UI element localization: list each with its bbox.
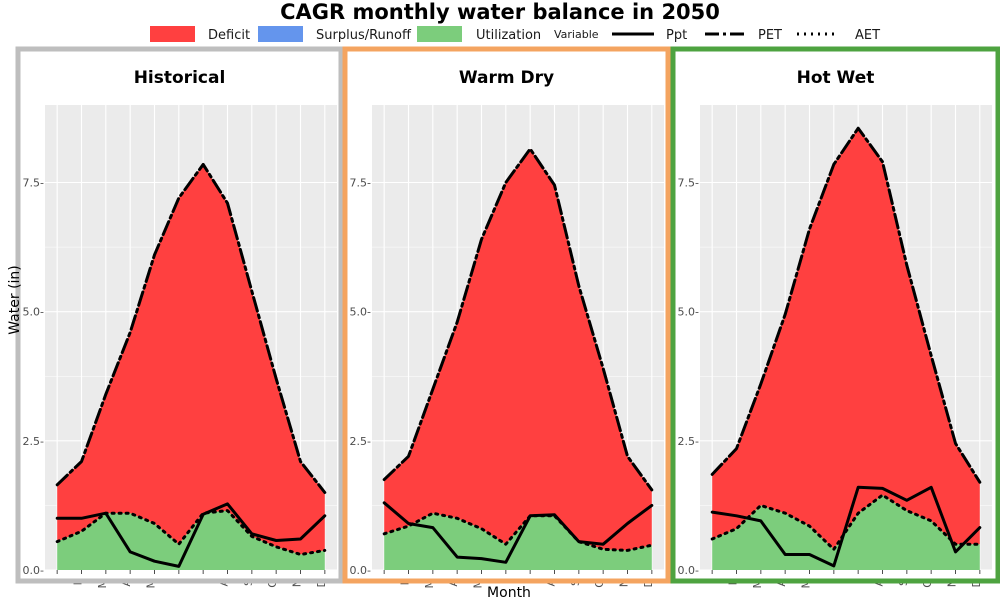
pet-line bbox=[710, 126, 982, 484]
aet-line bbox=[55, 509, 327, 556]
y-tick-label: 7.5- bbox=[350, 177, 371, 190]
y-tick-label: 7.5- bbox=[678, 177, 699, 190]
panel-title: Warm Dry bbox=[459, 68, 554, 88]
ppt-line bbox=[382, 501, 654, 564]
panel-title: Hot Wet bbox=[797, 68, 875, 88]
y-tick-label: 0.0- bbox=[350, 564, 371, 577]
legend-label: Utilization bbox=[476, 28, 541, 43]
legend-swatch bbox=[258, 26, 303, 42]
aet-line bbox=[382, 511, 654, 552]
x-tick-label: M bbox=[423, 579, 436, 589]
y-tick-label: 5.0- bbox=[678, 306, 699, 319]
legend-label: Surplus/Runoff bbox=[316, 28, 412, 43]
y-tick-label: 2.5- bbox=[350, 435, 371, 448]
y-tick-label: 2.5- bbox=[678, 435, 699, 448]
legend-label: AET bbox=[855, 28, 880, 43]
panel-frame bbox=[15, 46, 344, 584]
ppt-line bbox=[55, 502, 327, 568]
y-tick-label: 5.0- bbox=[350, 306, 371, 319]
legend-swatch bbox=[417, 26, 462, 42]
facet-panels: 0.0-2.5-5.0-7.5-J F M A M J J A S O N DHistorical0.… bbox=[15, 46, 1000, 589]
legend-title: Variable bbox=[554, 28, 599, 41]
legend-swatch bbox=[150, 26, 195, 42]
x-tick-label: M bbox=[751, 579, 764, 589]
y-tick-label: 5.0- bbox=[23, 306, 44, 319]
x-tick-label: M bbox=[800, 579, 813, 589]
deficit-area bbox=[57, 164, 325, 555]
x-tick-label: M bbox=[96, 579, 109, 589]
deficit-area bbox=[384, 148, 652, 551]
legend-label: Ppt bbox=[666, 28, 687, 43]
x-tick-label: M bbox=[145, 579, 158, 589]
legend: Deficit Surplus/Runoff Utilization Variable… bbox=[150, 26, 880, 43]
legend-label: PET bbox=[758, 28, 782, 43]
x-tick-label: M bbox=[472, 579, 485, 589]
panel-frame bbox=[342, 46, 671, 584]
ppt-line bbox=[710, 485, 982, 568]
x-axis-label: Month bbox=[487, 585, 531, 600]
y-tick-label: 7.5- bbox=[23, 177, 44, 190]
y-axis-label: Water (in) bbox=[7, 265, 23, 335]
chart-title: CAGR monthly water balance in 2050 bbox=[280, 0, 720, 24]
legend-label: Deficit bbox=[208, 28, 250, 43]
pet-line bbox=[55, 162, 327, 494]
pet-line bbox=[382, 147, 654, 492]
panel-frame bbox=[670, 46, 1000, 584]
y-tick-label: 0.0- bbox=[23, 564, 44, 577]
panel-title: Historical bbox=[134, 68, 226, 88]
y-tick-label: 2.5- bbox=[23, 435, 44, 448]
deficit-area bbox=[712, 128, 980, 550]
y-tick-label: 0.0- bbox=[678, 564, 699, 577]
